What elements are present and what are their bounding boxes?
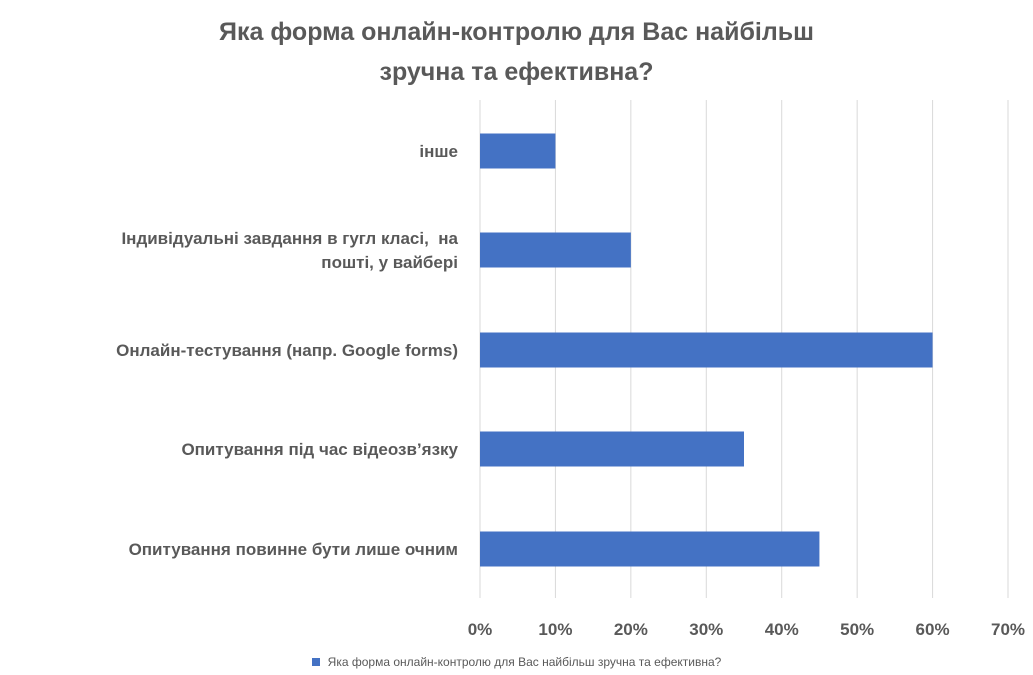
category-label: Опитування повинне бути лише очним	[129, 540, 458, 559]
category-label: пошті, у вайбері	[321, 253, 458, 272]
x-tick-label: 60%	[916, 620, 950, 639]
category-label: Опитування під час відеозв’язку	[181, 440, 458, 459]
bar	[480, 133, 556, 169]
chart-title: Яка форма онлайн-контролю для Вас найбіл…	[0, 12, 1033, 92]
bar	[480, 531, 820, 567]
chart-title-line-1: Яка форма онлайн-контролю для Вас найбіл…	[219, 18, 814, 46]
x-tick-label: 0%	[468, 620, 493, 639]
bar	[480, 431, 744, 467]
legend-swatch	[311, 657, 320, 666]
category-label: Онлайн-тестування (напр. Google forms)	[116, 341, 458, 360]
x-tick-label: 30%	[689, 620, 723, 639]
bar	[480, 332, 933, 368]
x-tick-label: 20%	[614, 620, 648, 639]
x-tick-label: 40%	[765, 620, 799, 639]
category-label: інше	[419, 142, 458, 161]
legend-label: Яка форма онлайн-контролю для Вас найбіл…	[327, 655, 722, 669]
x-tick-label: 10%	[538, 620, 572, 639]
bar	[480, 232, 631, 268]
chart-title-line-2: зручна та ефективна?	[379, 58, 654, 86]
category-label: Індивідуальні завдання в гугл класі, на	[121, 229, 458, 248]
legend: Яка форма онлайн-контролю для Вас найбіл…	[0, 655, 1033, 669]
x-tick-label: 50%	[840, 620, 874, 639]
x-tick-label: 70%	[991, 620, 1025, 639]
